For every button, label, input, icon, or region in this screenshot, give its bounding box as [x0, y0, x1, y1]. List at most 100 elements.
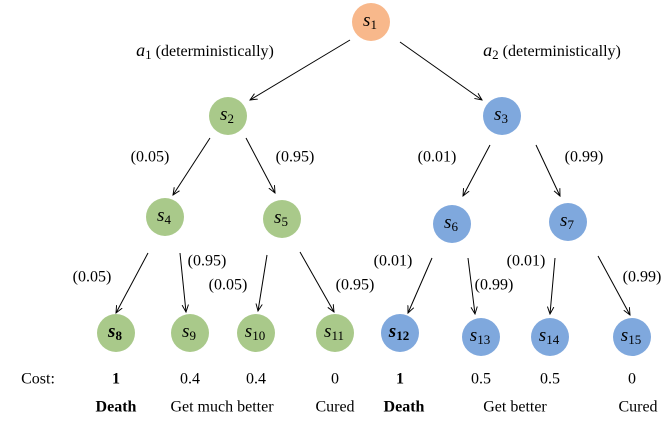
state-subscript: 15 — [628, 332, 641, 347]
state-subscript: 5 — [281, 214, 288, 229]
edge-arrow — [245, 137, 275, 193]
state-node — [171, 314, 209, 352]
cost-value: 0.4 — [246, 371, 266, 388]
state-node — [316, 314, 354, 352]
state-symbol: s — [470, 325, 477, 346]
state-node — [209, 97, 247, 135]
state-symbol: s — [621, 325, 628, 346]
probability-label: (0.05) — [131, 149, 170, 166]
state-subscript: 7 — [567, 217, 574, 232]
state-subscript: 9 — [189, 328, 196, 343]
state-node — [483, 97, 521, 135]
cost-value: 0 — [628, 371, 636, 388]
cost-value: 0.4 — [180, 371, 200, 388]
action-symbol: a — [136, 40, 145, 60]
state-node — [613, 318, 651, 356]
state-subscript: 14 — [546, 332, 560, 347]
cost-value: 1 — [396, 371, 404, 388]
edge-arrow — [467, 257, 475, 314]
probability-label: (0.01) — [374, 253, 413, 270]
state-symbol: s — [444, 212, 451, 233]
state-symbol: s — [388, 321, 396, 342]
probability-label: (0.01) — [507, 253, 546, 270]
state-node — [462, 318, 500, 356]
edge-arrow — [116, 252, 149, 313]
state-label: s10 — [245, 321, 265, 343]
state-symbol: s — [274, 207, 281, 228]
edge-arrow — [399, 41, 482, 100]
state-node — [433, 205, 471, 243]
probability-label: (0.05) — [209, 277, 248, 294]
state-subscript: 2 — [227, 111, 234, 126]
state-subscript: 11 — [331, 328, 344, 343]
action-subscript: 1 — [145, 47, 152, 62]
state-symbol: s — [560, 210, 567, 231]
action-label: a2 (deterministically) — [483, 40, 621, 62]
state-subscript: 12 — [396, 328, 409, 343]
probability-label: (0.99) — [623, 269, 662, 286]
state-subscript: 13 — [477, 332, 490, 347]
state-symbol: s — [220, 104, 227, 125]
state-label: s11 — [324, 321, 344, 343]
state-symbol: s — [245, 321, 252, 342]
outcome-label: Cured — [315, 399, 354, 416]
action-subscript: 2 — [492, 47, 499, 62]
cost-value: 0.5 — [540, 371, 560, 388]
edge-arrow — [535, 144, 560, 196]
probability-label: (0.95) — [336, 277, 375, 294]
state-subscript: 1 — [370, 17, 377, 32]
state-symbol: s — [182, 321, 189, 342]
outcome-label: Get better — [483, 399, 547, 416]
state-label: s9 — [182, 321, 196, 343]
state-symbol: s — [324, 321, 331, 342]
state-label: s4 — [157, 205, 171, 227]
state-label: s7 — [560, 210, 574, 232]
state-symbol: s — [107, 321, 115, 342]
state-label: s1 — [363, 10, 377, 32]
state-label: s6 — [444, 212, 458, 234]
labels: a1 (deterministically) a 2 (deterministicall… — [21, 40, 661, 416]
probability-label: (0.05) — [73, 269, 112, 286]
outcome-label: Death — [384, 399, 425, 416]
state-subscript: 3 — [501, 111, 508, 126]
probability-label: (0.99) — [565, 149, 604, 166]
probability-label: (0.95) — [276, 149, 315, 166]
state-node — [237, 314, 275, 352]
state-label: s8 — [107, 321, 122, 343]
state-node — [97, 314, 135, 352]
state-symbol: s — [157, 205, 164, 226]
state-label: s12 — [388, 321, 409, 343]
outcome-label: Cured — [618, 399, 657, 416]
state-node — [549, 203, 587, 241]
probability-label: (0.01) — [418, 149, 457, 166]
edge-arrow — [550, 257, 556, 314]
outcome-label: Death — [96, 399, 137, 416]
state-node — [531, 318, 569, 356]
cost-value: 0.5 — [471, 371, 491, 388]
edge-arrow — [173, 137, 211, 195]
state-subscript: 10 — [252, 328, 265, 343]
probability-label: (0.95) — [188, 253, 227, 270]
state-label: s15 — [621, 325, 641, 347]
state-label: s3 — [494, 104, 508, 126]
action-text: (deterministically) — [156, 43, 274, 60]
state-subscript: 6 — [451, 219, 458, 234]
action-label: a1 (deterministically) — [136, 40, 274, 62]
state-symbol: s — [494, 104, 501, 125]
state-label: s5 — [274, 207, 288, 229]
edge-arrow — [250, 39, 351, 100]
probability-label: (0.99) — [475, 277, 514, 294]
state-subscript: 4 — [164, 212, 171, 227]
state-label: s13 — [470, 325, 490, 347]
cost-value: 1 — [112, 371, 120, 388]
state-node — [352, 3, 390, 41]
edge-arrow — [597, 255, 630, 315]
cost-label: Cost: — [21, 371, 55, 388]
edge-arrow — [179, 252, 186, 312]
action-text: (deterministically) — [503, 43, 621, 60]
cost-value: 0 — [331, 371, 339, 388]
edge-arrow — [258, 254, 268, 311]
edges — [116, 39, 630, 315]
